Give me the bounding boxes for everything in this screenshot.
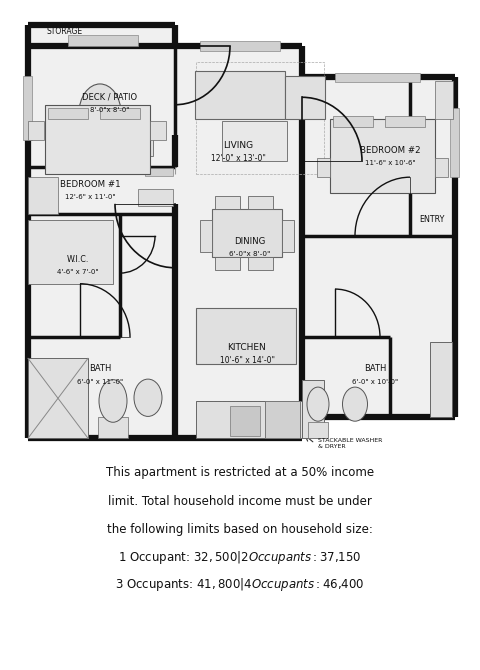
Text: STACKABLE WASHER
& DRYER: STACKABLE WASHER & DRYER [318, 438, 383, 449]
Text: 6'-0" x 10'-0": 6'-0" x 10'-0" [352, 379, 398, 385]
Bar [28, 358, 88, 438]
Bar [335, 73, 420, 82]
Bar [285, 76, 325, 119]
Ellipse shape [134, 379, 162, 416]
Bar [100, 108, 140, 119]
Bar [212, 209, 282, 257]
Bar [308, 422, 328, 438]
Text: This apartment is restricted at a 50% income: This apartment is restricted at a 50% in… [106, 466, 374, 479]
Ellipse shape [343, 387, 368, 421]
Bar [196, 308, 296, 364]
Text: 11'-6" x 10'-6": 11'-6" x 10'-6" [365, 160, 415, 166]
Bar [48, 108, 88, 119]
Bar [215, 196, 240, 209]
Text: W.I.C.: W.I.C. [67, 255, 89, 264]
Text: 1 Occupant: $32,500  |  2 Occupants: $37,150: 1 Occupant: $32,500 | 2 Occupants: $37,1… [119, 549, 361, 566]
Bar [196, 62, 324, 174]
Text: the following limits based on household size:: the following limits based on household … [107, 523, 373, 537]
Bar [248, 196, 273, 209]
Text: BATH: BATH [364, 364, 386, 373]
Bar [317, 158, 330, 177]
Text: ENTRY: ENTRY [420, 215, 444, 224]
Bar [138, 189, 173, 206]
Text: 6'-0"x 8'-0": 6'-0"x 8'-0" [229, 251, 271, 257]
Bar [98, 417, 128, 438]
Bar [200, 220, 212, 252]
Bar [28, 121, 44, 140]
Bar [333, 117, 373, 127]
Text: DINING: DINING [234, 237, 266, 246]
Bar [200, 41, 280, 52]
Bar [435, 81, 453, 119]
Bar [330, 119, 435, 193]
Bar [196, 401, 302, 438]
Bar [282, 220, 294, 252]
Text: 12'-6" x 11'-0": 12'-6" x 11'-0" [65, 194, 115, 200]
Text: 4'-6" x 7'-0": 4'-6" x 7'-0" [57, 269, 99, 275]
Bar [45, 105, 150, 174]
Bar [68, 36, 138, 46]
Ellipse shape [79, 84, 121, 143]
Text: 12'-0" x 13'-0": 12'-0" x 13'-0" [211, 153, 265, 163]
Bar [222, 121, 287, 161]
Bar [435, 158, 448, 177]
Bar [195, 70, 285, 119]
Bar [215, 257, 240, 270]
Bar [23, 76, 32, 140]
Polygon shape [28, 25, 455, 438]
Bar [150, 121, 166, 140]
Text: STORAGE: STORAGE [47, 27, 83, 36]
Bar [248, 257, 273, 270]
Text: limit. Total household income must be under: limit. Total household income must be un… [108, 494, 372, 508]
Ellipse shape [99, 380, 127, 422]
Text: LIVING: LIVING [223, 141, 253, 149]
Text: KITCHEN: KITCHEN [228, 343, 266, 352]
Bar [385, 117, 425, 127]
Text: DECK / PATIO: DECK / PATIO [83, 92, 138, 102]
Bar [302, 380, 324, 438]
Bar [430, 342, 452, 417]
Bar [450, 108, 459, 177]
Bar [230, 406, 260, 436]
Bar [28, 220, 113, 283]
Bar [125, 135, 153, 156]
Bar [145, 168, 173, 176]
Ellipse shape [307, 387, 329, 421]
Text: BEDROOM #1: BEDROOM #1 [60, 180, 120, 189]
Bar [28, 177, 58, 214]
Text: BEDROOM #2: BEDROOM #2 [360, 146, 420, 155]
Text: 8'-0"x 8'-0": 8'-0"x 8'-0" [90, 107, 130, 113]
Text: 6'-0" x 11'-0": 6'-0" x 11'-0" [77, 379, 123, 385]
Text: 10'-6" x 14'-0": 10'-6" x 14'-0" [219, 356, 275, 365]
Bar [265, 401, 300, 438]
Text: BATH: BATH [89, 364, 111, 373]
Bar [265, 401, 300, 438]
Polygon shape [28, 25, 455, 438]
Text: 3 Occupants: $41,800  |  4 Occupants: $46,400: 3 Occupants: $41,800 | 4 Occupants: $46,… [115, 576, 365, 594]
